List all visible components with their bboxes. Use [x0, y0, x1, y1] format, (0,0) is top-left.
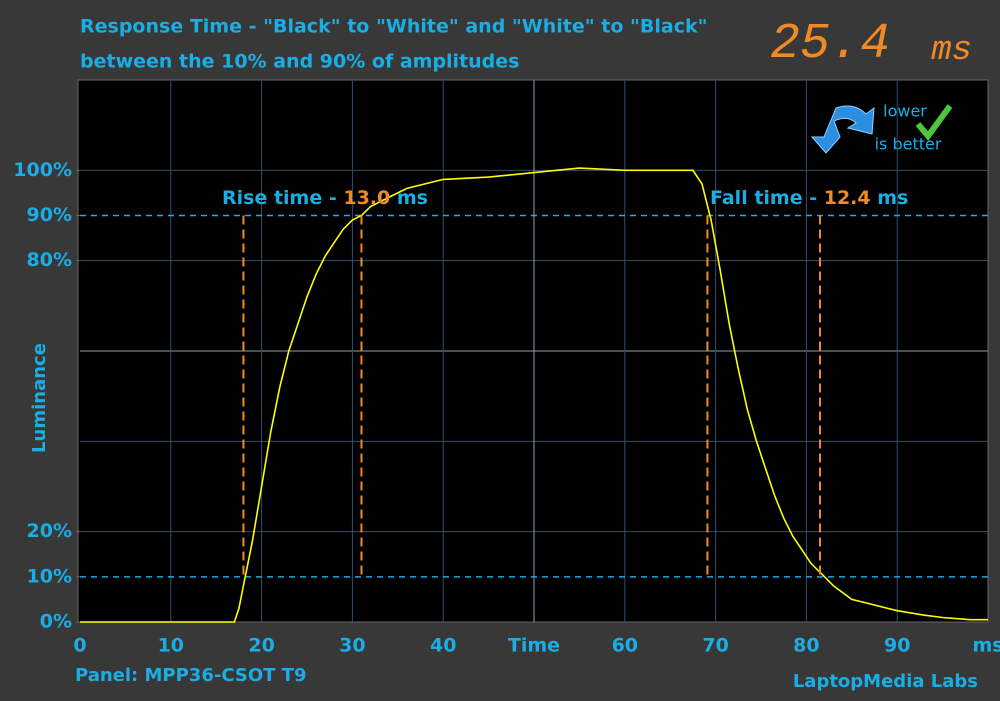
credit: LaptopMedia Labs [793, 671, 978, 692]
y-tick-label: 90% [27, 204, 72, 226]
x-tick-label: 70 [702, 635, 728, 657]
fall-annotation: Fall time - 12.4 ms [710, 187, 908, 209]
arrow-icon [810, 105, 875, 154]
x-tick-label: 60 [612, 635, 638, 657]
headline-unit: ms [931, 32, 972, 70]
fall-label: Fall time - [710, 187, 817, 209]
y-tick-label: 20% [27, 520, 72, 542]
fall-value: 12.4 [824, 187, 871, 209]
x-tick-label: 30 [339, 635, 365, 657]
chart-subtitle: between the 10% and 90% of amplitudes [80, 51, 519, 73]
badge-line1: lower [883, 102, 927, 121]
fall-unit: ms [877, 187, 908, 209]
x-tick-label: ms [972, 635, 1000, 657]
rise-unit: ms [397, 187, 428, 209]
check-icon [915, 104, 953, 141]
panel-label: Panel: MPP36-CSOT T9 [75, 665, 307, 686]
chart-title: Response Time - "Black" to "White" and "… [80, 16, 708, 38]
y-tick-label: 0% [40, 611, 72, 633]
luminance-trace [80, 167, 988, 623]
rise-value: 13.0 [343, 187, 390, 209]
headline-value: 25.4 [770, 16, 890, 73]
x-tick-label: 40 [430, 635, 456, 657]
x-tick-label: 90 [884, 635, 910, 657]
y-tick-label: 100% [13, 159, 72, 181]
x-tick-label: 80 [793, 635, 819, 657]
y-tick-label: 10% [27, 565, 72, 587]
x-tick-label: 10 [158, 635, 184, 657]
x-tick-label: 0 [73, 635, 86, 657]
rise-annotation: Rise time - 13.0 ms [222, 187, 428, 209]
rise-label: Rise time - [222, 187, 337, 209]
x-tick-label: Time [508, 635, 560, 657]
x-tick-label: 20 [248, 635, 274, 657]
badge-line2: is better [875, 135, 942, 154]
y-axis-label: Luminance [29, 343, 50, 453]
y-tick-label: 80% [27, 249, 72, 271]
